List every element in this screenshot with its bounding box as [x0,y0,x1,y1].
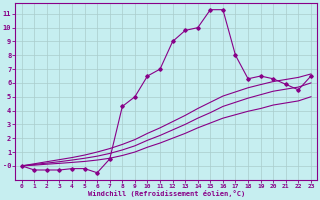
X-axis label: Windchill (Refroidissement éolien,°C): Windchill (Refroidissement éolien,°C) [88,190,245,197]
